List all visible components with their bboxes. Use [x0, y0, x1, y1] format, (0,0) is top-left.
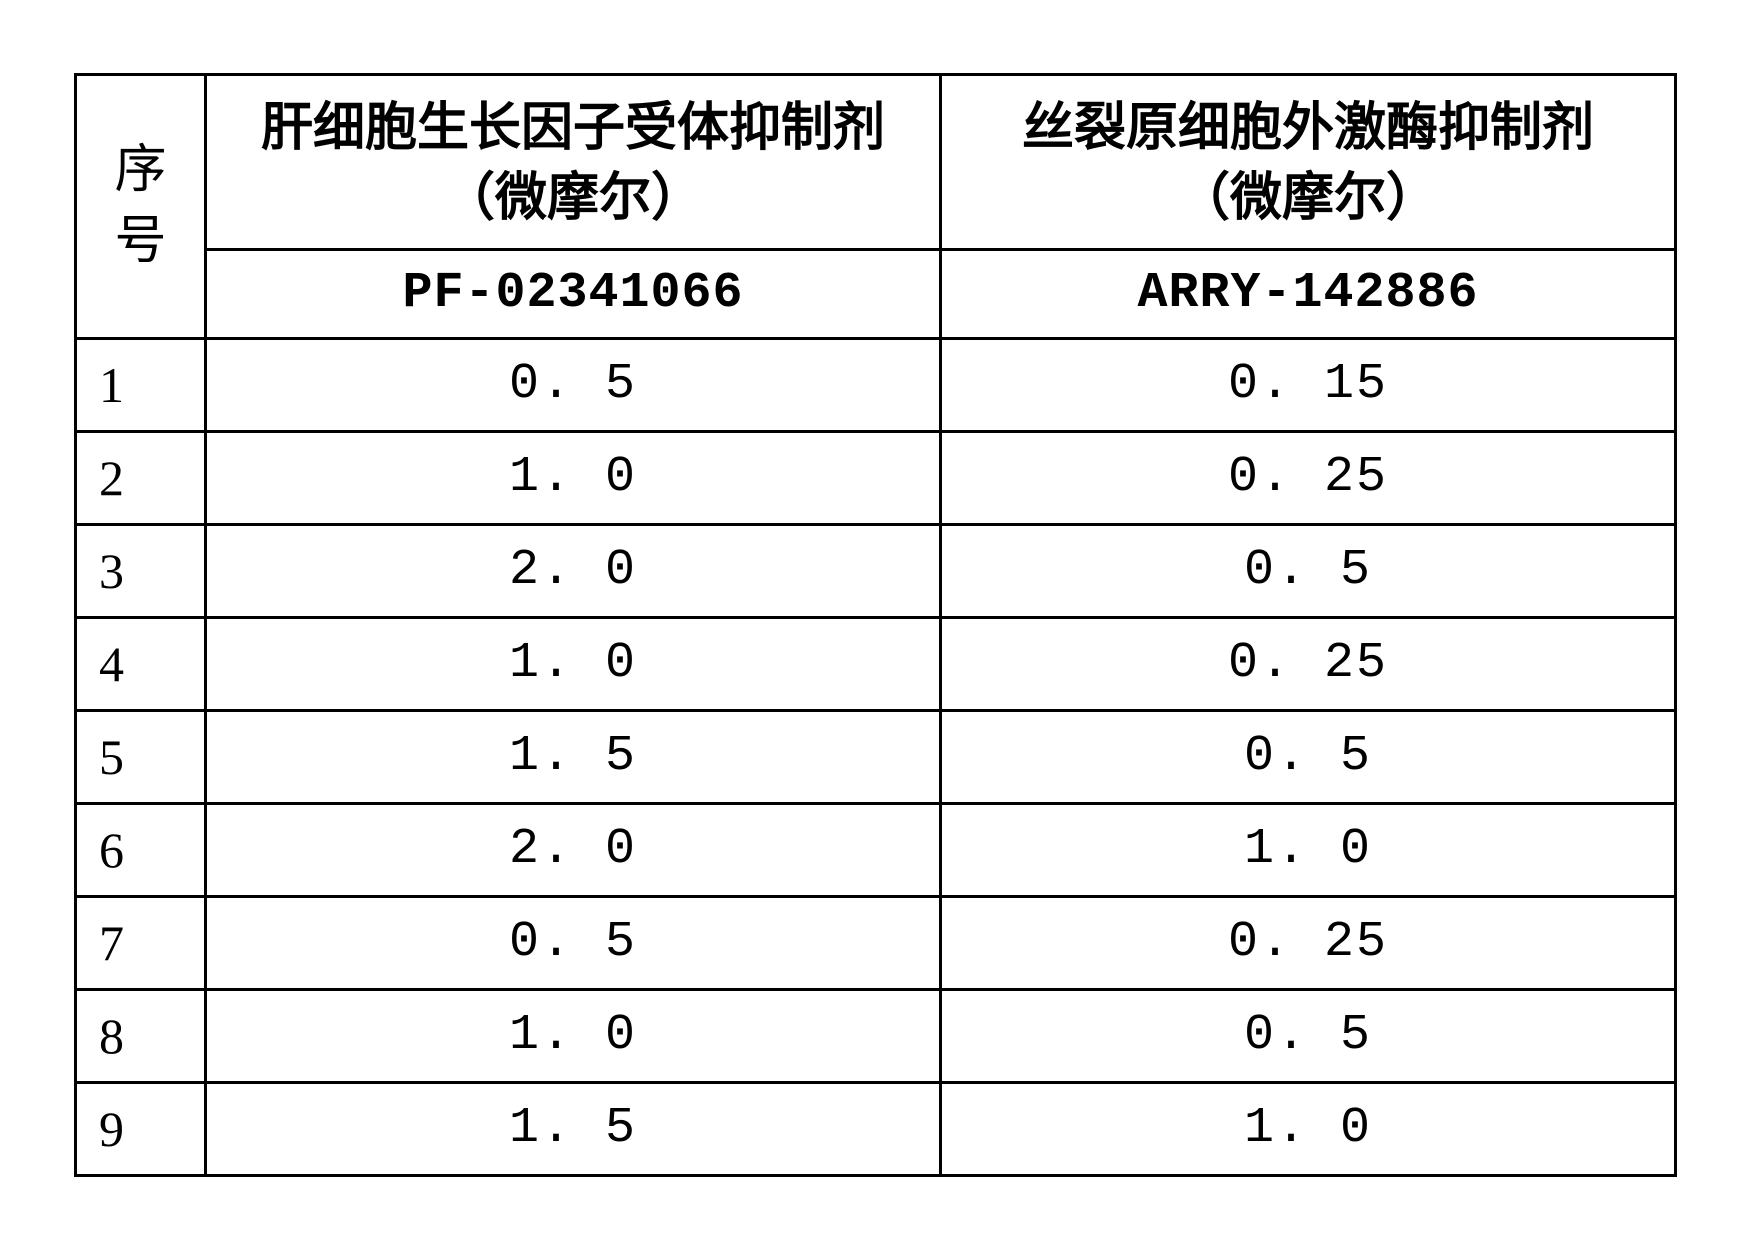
cell-hgf: 1. 0 — [206, 432, 941, 525]
cell-seq: 9 — [76, 1083, 206, 1176]
cell-hgf: 0. 5 — [206, 339, 941, 432]
cell-seq: 2 — [76, 432, 206, 525]
table-row: 2 1. 0 0. 25 — [76, 432, 1676, 525]
cell-mek: 0. 25 — [941, 432, 1676, 525]
cell-seq: 8 — [76, 990, 206, 1083]
col-header-mek-line2: （微摩尔） — [950, 164, 1666, 234]
col-header-mek: 丝裂原细胞外激酶抑制剂 （微摩尔） — [941, 74, 1676, 249]
table-body: 1 0. 5 0. 15 2 1. 0 0. 25 3 2. 0 0. 5 4 … — [76, 339, 1676, 1176]
table-row: 1 0. 5 0. 15 — [76, 339, 1676, 432]
table-row: 3 2. 0 0. 5 — [76, 525, 1676, 618]
col-subheader-mek: ARRY-142886 — [941, 250, 1676, 339]
cell-hgf: 1. 0 — [206, 618, 941, 711]
col-header-seq-line2: 号 — [85, 207, 196, 277]
header-row-2: PF-02341066 ARRY-142886 — [76, 250, 1676, 339]
col-header-hgf-line1: 肝细胞生长因子受体抑制剂 — [215, 94, 931, 164]
cell-hgf: 2. 0 — [206, 804, 941, 897]
table-row: 4 1. 0 0. 25 — [76, 618, 1676, 711]
col-header-seq: 序 号 — [76, 74, 206, 338]
table-row: 7 0. 5 0. 25 — [76, 897, 1676, 990]
cell-hgf: 1. 5 — [206, 1083, 941, 1176]
cell-seq: 4 — [76, 618, 206, 711]
cell-seq: 3 — [76, 525, 206, 618]
col-header-seq-line1: 序 — [85, 136, 196, 206]
cell-hgf: 1. 5 — [206, 711, 941, 804]
col-header-hgf-line2: （微摩尔） — [215, 164, 931, 234]
cell-seq: 5 — [76, 711, 206, 804]
cell-mek: 0. 5 — [941, 990, 1676, 1083]
cell-mek: 0. 5 — [941, 711, 1676, 804]
cell-hgf: 1. 0 — [206, 990, 941, 1083]
cell-mek: 0. 25 — [941, 618, 1676, 711]
cell-seq: 6 — [76, 804, 206, 897]
cell-hgf: 2. 0 — [206, 525, 941, 618]
cell-seq: 7 — [76, 897, 206, 990]
inhibitor-table-container: 序 号 肝细胞生长因子受体抑制剂 （微摩尔） 丝裂原细胞外激酶抑制剂 （微摩尔）… — [74, 73, 1674, 1177]
col-subheader-hgf: PF-02341066 — [206, 250, 941, 339]
table-row: 8 1. 0 0. 5 — [76, 990, 1676, 1083]
table-row: 6 2. 0 1. 0 — [76, 804, 1676, 897]
cell-mek: 0. 5 — [941, 525, 1676, 618]
cell-mek: 1. 0 — [941, 804, 1676, 897]
header-row-1: 序 号 肝细胞生长因子受体抑制剂 （微摩尔） 丝裂原细胞外激酶抑制剂 （微摩尔） — [76, 74, 1676, 249]
inhibitor-table: 序 号 肝细胞生长因子受体抑制剂 （微摩尔） 丝裂原细胞外激酶抑制剂 （微摩尔）… — [74, 73, 1677, 1177]
cell-mek: 0. 25 — [941, 897, 1676, 990]
cell-mek: 1. 0 — [941, 1083, 1676, 1176]
col-header-mek-line1: 丝裂原细胞外激酶抑制剂 — [950, 94, 1666, 164]
cell-hgf: 0. 5 — [206, 897, 941, 990]
table-row: 5 1. 5 0. 5 — [76, 711, 1676, 804]
cell-mek: 0. 15 — [941, 339, 1676, 432]
cell-seq: 1 — [76, 339, 206, 432]
col-header-hgf: 肝细胞生长因子受体抑制剂 （微摩尔） — [206, 74, 941, 249]
table-row: 9 1. 5 1. 0 — [76, 1083, 1676, 1176]
